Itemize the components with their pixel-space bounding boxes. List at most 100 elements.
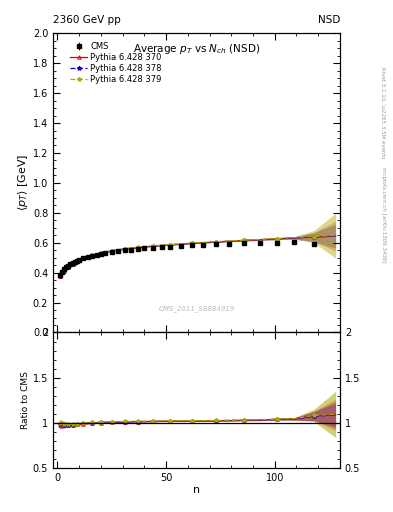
Pythia 6.428 379 bbox=[66, 263, 71, 269]
Pythia 6.428 370 bbox=[109, 248, 114, 254]
Pythia 6.428 370 bbox=[142, 244, 147, 250]
Pythia 6.428 378 bbox=[75, 258, 79, 264]
Pythia 6.428 379 bbox=[75, 258, 79, 264]
Pythia 6.428 370 bbox=[81, 255, 86, 262]
Pythia 6.428 379 bbox=[94, 251, 99, 257]
X-axis label: n: n bbox=[193, 485, 200, 495]
Pythia 6.428 378 bbox=[257, 237, 262, 243]
Pythia 6.428 370 bbox=[214, 239, 219, 245]
Pythia 6.428 378 bbox=[242, 238, 247, 244]
Pythia 6.428 370 bbox=[75, 259, 79, 265]
Pythia 6.428 378 bbox=[190, 240, 195, 246]
Pythia 6.428 379 bbox=[59, 269, 64, 275]
Pythia 6.428 378 bbox=[66, 264, 71, 270]
Pythia 6.428 378 bbox=[85, 253, 90, 260]
Pythia 6.428 379 bbox=[103, 249, 108, 255]
Pythia 6.428 370 bbox=[116, 247, 121, 253]
Pythia 6.428 378 bbox=[59, 270, 64, 276]
Pythia 6.428 370 bbox=[275, 236, 279, 242]
Pythia 6.428 378 bbox=[168, 242, 173, 248]
Pythia 6.428 370 bbox=[70, 261, 75, 267]
Pythia 6.428 370 bbox=[90, 252, 95, 259]
Pythia 6.428 378 bbox=[151, 243, 155, 249]
Pythia 6.428 378 bbox=[103, 249, 108, 255]
Text: NSD: NSD bbox=[318, 14, 340, 25]
Legend: CMS, Pythia 6.428 370, Pythia 6.428 378, Pythia 6.428 379: CMS, Pythia 6.428 370, Pythia 6.428 378,… bbox=[69, 40, 163, 86]
Pythia 6.428 379 bbox=[129, 245, 134, 251]
Pythia 6.428 378 bbox=[64, 266, 68, 272]
Pythia 6.428 378 bbox=[179, 241, 184, 247]
Pythia 6.428 379 bbox=[90, 252, 95, 258]
Pythia 6.428 379 bbox=[142, 244, 147, 250]
Pythia 6.428 370 bbox=[292, 235, 297, 241]
Line: Pythia 6.428 378: Pythia 6.428 378 bbox=[57, 234, 338, 278]
Pythia 6.428 370 bbox=[333, 233, 338, 239]
Pythia 6.428 378 bbox=[129, 245, 134, 251]
Pythia 6.428 370 bbox=[94, 251, 99, 258]
Pythia 6.428 379 bbox=[333, 232, 338, 239]
Pythia 6.428 379 bbox=[64, 265, 68, 271]
Pythia 6.428 370 bbox=[179, 241, 184, 247]
Pythia 6.428 378 bbox=[123, 246, 127, 252]
Pythia 6.428 370 bbox=[190, 240, 195, 246]
Pythia 6.428 379 bbox=[151, 243, 155, 249]
Pythia 6.428 378 bbox=[68, 262, 73, 268]
Pythia 6.428 370 bbox=[201, 240, 206, 246]
Pythia 6.428 379 bbox=[168, 242, 173, 248]
Pythia 6.428 370 bbox=[129, 245, 134, 251]
Y-axis label: $\langle p_T \rangle$ [GeV]: $\langle p_T \rangle$ [GeV] bbox=[16, 154, 30, 211]
Pythia 6.428 378 bbox=[116, 247, 121, 253]
Pythia 6.428 379 bbox=[257, 237, 262, 243]
Pythia 6.428 379 bbox=[123, 246, 127, 252]
Pythia 6.428 379 bbox=[227, 238, 231, 244]
Pythia 6.428 379 bbox=[77, 257, 81, 263]
Pythia 6.428 370 bbox=[242, 238, 247, 244]
Pythia 6.428 378 bbox=[292, 235, 297, 241]
Pythia 6.428 378 bbox=[312, 234, 316, 240]
Pythia 6.428 378 bbox=[62, 268, 66, 274]
Pythia 6.428 370 bbox=[103, 249, 108, 255]
Pythia 6.428 379 bbox=[85, 253, 90, 260]
Pythia 6.428 370 bbox=[62, 268, 66, 274]
Pythia 6.428 379 bbox=[81, 255, 86, 261]
Pythia 6.428 379 bbox=[160, 242, 164, 248]
Text: 2360 GeV pp: 2360 GeV pp bbox=[53, 14, 121, 25]
Pythia 6.428 370 bbox=[66, 264, 71, 270]
Text: Average $p_T$ vs $N_{ch}$ (NSD): Average $p_T$ vs $N_{ch}$ (NSD) bbox=[133, 42, 260, 56]
Pythia 6.428 378 bbox=[201, 240, 206, 246]
Pythia 6.428 378 bbox=[70, 261, 75, 267]
Pythia 6.428 370 bbox=[227, 238, 231, 244]
Pythia 6.428 370 bbox=[72, 260, 77, 266]
Text: CMS_2011_S8884919: CMS_2011_S8884919 bbox=[158, 305, 235, 311]
Text: mcplots.cern.ch [arXiv:1306.3436]: mcplots.cern.ch [arXiv:1306.3436] bbox=[381, 167, 386, 263]
Pythia 6.428 378 bbox=[90, 252, 95, 259]
Pythia 6.428 378 bbox=[142, 244, 147, 250]
Pythia 6.428 370 bbox=[99, 250, 103, 257]
Pythia 6.428 378 bbox=[109, 248, 114, 254]
Pythia 6.428 379 bbox=[312, 233, 316, 240]
Pythia 6.428 379 bbox=[190, 240, 195, 246]
Text: Rivet 3.1.10, \u2265 3.5M events: Rivet 3.1.10, \u2265 3.5M events bbox=[381, 67, 386, 158]
Pythia 6.428 378 bbox=[136, 245, 140, 251]
Pythia 6.428 378 bbox=[227, 238, 231, 244]
Pythia 6.428 370 bbox=[123, 246, 127, 252]
Pythia 6.428 379 bbox=[275, 236, 279, 242]
Pythia 6.428 378 bbox=[160, 242, 164, 248]
Pythia 6.428 379 bbox=[70, 260, 75, 266]
Pythia 6.428 378 bbox=[81, 255, 86, 261]
Pythia 6.428 378 bbox=[72, 260, 77, 266]
Pythia 6.428 378 bbox=[57, 273, 62, 279]
Pythia 6.428 370 bbox=[57, 273, 62, 280]
Pythia 6.428 370 bbox=[168, 242, 173, 248]
Pythia 6.428 378 bbox=[214, 239, 219, 245]
Pythia 6.428 379 bbox=[72, 259, 77, 265]
Line: Pythia 6.428 370: Pythia 6.428 370 bbox=[58, 234, 337, 278]
Pythia 6.428 379 bbox=[201, 239, 206, 245]
Pythia 6.428 379 bbox=[242, 237, 247, 243]
Pythia 6.428 378 bbox=[333, 233, 338, 239]
Pythia 6.428 379 bbox=[292, 234, 297, 241]
Pythia 6.428 379 bbox=[68, 262, 73, 268]
Pythia 6.428 379 bbox=[62, 267, 66, 273]
Pythia 6.428 370 bbox=[59, 270, 64, 276]
Pythia 6.428 379 bbox=[109, 248, 114, 254]
